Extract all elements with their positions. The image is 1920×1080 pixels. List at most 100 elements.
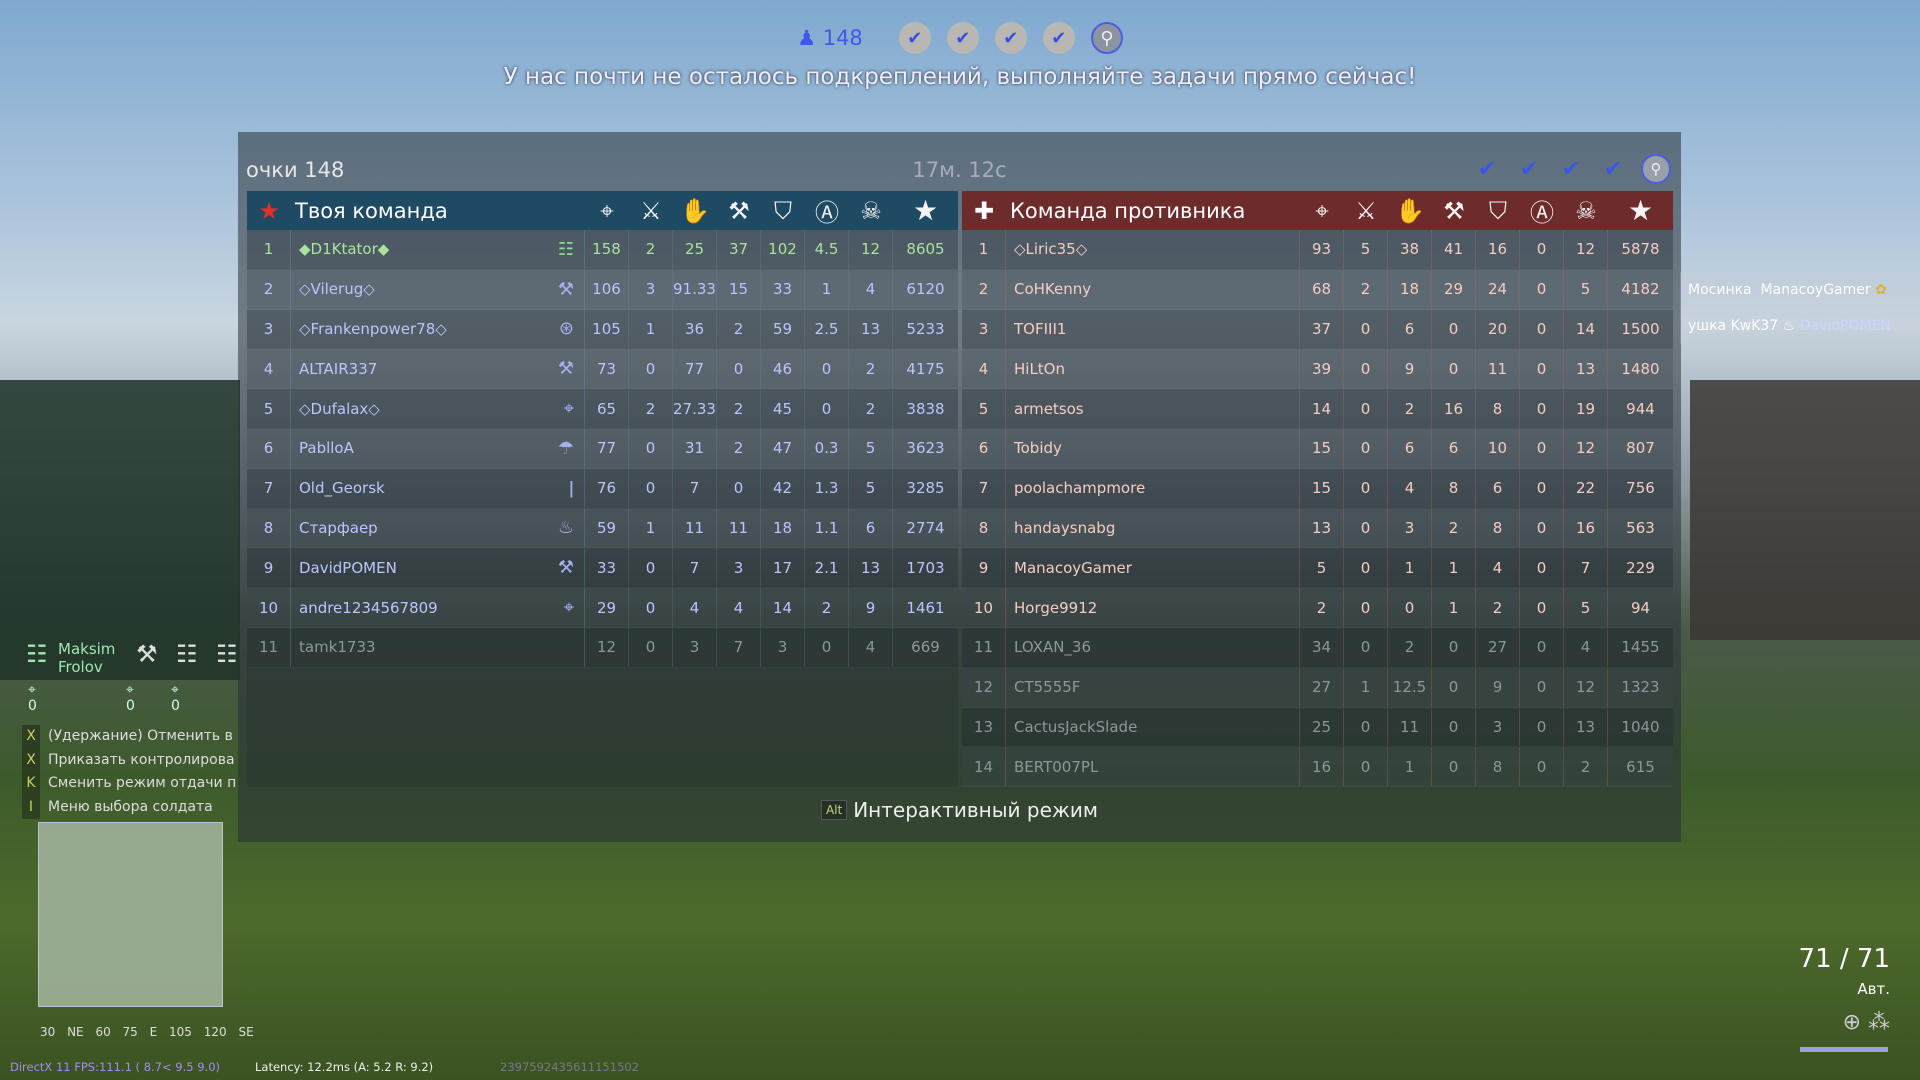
stat-vehicle-kills: 0 [629,588,673,627]
player-row[interactable]: 7 Old_Georsk ǀ 76 0 7 0 42 1.3 5 3285 [247,468,958,509]
player-row[interactable]: 1 ◇Liric35◇ 93 5 38 41 16 0 12 5878 [962,230,1673,270]
stat-defense: 102 [761,230,805,269]
player-row[interactable]: 13 CactusJackSlade 25 0 11 0 3 0 13 1040 [962,707,1673,748]
player-row[interactable]: 14 BERT007PL 16 0 1 0 8 0 2 615 [962,747,1673,788]
player-row[interactable]: 5 ◇Dufalax◇ ⌖ 65 2 27.33 2 45 0 2 3838 [247,389,958,429]
medkit-grenade-icons: ⊕ ⁂ [1842,1010,1890,1035]
player-name-cell: Старфаер ♨ [291,508,585,548]
player-row[interactable]: 4 HiLtOn 39 0 9 0 11 0 13 1480 [962,349,1673,390]
stat-deaths: 12 [1564,428,1608,468]
player-rank: 14 [962,747,1006,787]
stat-engineer: 2 [717,428,761,468]
player-row[interactable]: 10 Horge9912 2 0 0 1 2 0 5 94 [962,588,1673,628]
stat-vehicle-kills: 0 [1344,468,1388,508]
kill-feed: Мосинка ManacoyGamer ✿ ушка KwK37 ♨ Davi… [1680,272,1920,344]
stat-assists: 18 [1388,269,1432,309]
minimap[interactable] [38,822,223,1007]
player-row[interactable]: 10 andre1234567809 ⌖ 29 0 4 4 14 2 9 1461 [247,588,958,628]
stat-attack: 1.3 [805,468,849,508]
player-name-cell: ◆D1Ktator◆ ☷ [291,230,585,269]
stat-vehicle-kills: 0 [629,349,673,389]
stat-engineer: 0 [1432,627,1476,667]
player-row[interactable]: 9 ManacoyGamer 5 0 1 1 4 0 7 229 [962,548,1673,589]
stat-assists: 7 [673,548,717,588]
ammo-count: 71 / 71 [1798,944,1890,974]
players-count: ♟ 148 [797,26,863,50]
player-name-cell: BERT007PL [1006,747,1300,787]
attack-icon: Ⓐ [1530,199,1554,227]
stat-deaths: 22 [1564,468,1608,508]
check-icon: ✔ [1603,156,1623,182]
stat-kills: 5 [1300,548,1344,588]
stat-score-star: 6120 [906,280,945,299]
player-rank: 9 [962,548,1006,588]
player-row[interactable]: 7 poolachampmore 15 0 4 8 6 0 22 756 [962,468,1673,509]
stat-engineer: 3 [717,548,761,588]
player-row[interactable]: 1 ◆D1Ktator◆ ☷ 158 2 25 37 102 4.5 12 8605 [247,230,958,270]
player-name-cell: poolachampmore [1006,468,1300,508]
player-name: tamk1733 [299,638,376,657]
player-rank: 2 [962,269,1006,309]
stat-vehicle-kills: 2 [629,389,673,428]
stat-deaths: 12 [1564,230,1608,269]
player-name-cell: TOFIII1 [1006,309,1300,349]
stat-attack: 2 [805,588,849,627]
interactive-mode-hint[interactable]: Alt Интерактивный режим [238,798,1681,822]
player-row[interactable]: 12 CT5555F 27 1 12.5 0 9 0 12 1323 [962,667,1673,708]
ally-team-table: ★ Твоя команда ⌖ ⚔ ✋ ⚒ ⛉ Ⓐ ☠ ★ 1 ◆D1Ktato… [247,191,958,788]
player-rank: 10 [962,588,1006,627]
stat-assists: 77 [673,349,717,389]
player-name-cell: armetsos [1006,389,1300,428]
player-name-cell: DavidPOMEN ⚒ [291,548,585,588]
stat-vehicle-kills: 0 [629,548,673,588]
stat-attack: 0 [1520,707,1564,747]
score-label: очки 148 [246,158,345,182]
player-row[interactable]: 8 Старфаер ♨ 59 1 11 11 18 1.1 6 2774 [247,508,958,549]
stat-score-star: 4182 [1621,280,1660,299]
stat-vehicle-kills: 0 [629,468,673,508]
player-rank: 4 [247,349,291,389]
player-row[interactable]: 5 armetsos 14 0 2 16 8 0 19 944 [962,389,1673,429]
player-row[interactable]: 9 DavidPOMEN ⚒ 33 0 7 3 17 2.1 13 1703 [247,548,958,589]
player-rank: 10 [247,588,291,627]
stat-kills: 27 [1300,667,1344,707]
player-row[interactable]: 3 ◇Frankenpower78◇ ⊛ 105 1 36 2 59 2.5 13 5233 [247,309,958,350]
soldier-icon[interactable]: ☷ [216,640,238,668]
engineer-icon[interactable]: ⚒ [136,640,158,668]
stat-defense: 46 [761,349,805,389]
stat-attack: 4.5 [805,230,849,269]
player-row[interactable]: 6 Tobidy 15 0 6 6 10 0 12 807 [962,428,1673,469]
fire-mode: Авт. [1857,980,1890,998]
stat-score-star: 5878 [1621,240,1660,259]
player-rank: 3 [962,309,1006,349]
player-row[interactable]: 6 PablloA ☂ 77 0 31 2 47 0.3 5 3623 [247,428,958,469]
hint-label: Меню выбора солдата [48,798,213,815]
player-rank: 6 [247,428,291,468]
player-row[interactable]: 11 tamk1733 12 0 3 7 3 0 4 669 [247,627,958,668]
stat-defense: 27 [1476,627,1520,667]
player-name-cell: Old_Georsk ǀ [291,468,585,508]
player-row[interactable]: 2 ◇Vilerug◇ ⚒ 106 3 91.33 15 33 1 4 6120 [247,269,958,310]
player-row[interactable]: 11 LOXAN_36 34 0 2 0 27 0 4 1455 [962,627,1673,668]
stat-deaths: 7 [1564,548,1608,588]
empty-rows [247,667,958,788]
stat-assists: 4 [1388,468,1432,508]
player-row[interactable]: 8 handaysnabg 13 0 3 2 8 0 16 563 [962,508,1673,549]
player-row[interactable]: 2 CoHKenny 68 2 18 29 24 0 5 4182 [962,269,1673,310]
stat-defense: 8 [1476,747,1520,787]
player-name: CactusJackSlade [1014,717,1138,736]
player-name: Tobidy [1014,439,1062,458]
player-name: DavidPOMEN [299,558,397,577]
soldier-icon[interactable]: ☷ [176,640,198,668]
stat-defense: 11 [1476,349,1520,389]
stat-score-star: 1040 [1621,717,1660,736]
compass: 30 NE 60 75 E 105 120 SE [40,1025,254,1039]
tanker-icon: ⊛ [558,318,574,340]
player-row[interactable]: 3 TOFIII1 37 0 6 0 20 0 14 1500 [962,309,1673,350]
engineer-icon: ⚒ [728,196,750,225]
stat-assists: 36 [673,309,717,349]
player-row[interactable]: 4 ALTAIR337 ⚒ 73 0 77 0 46 0 2 4175 [247,349,958,390]
stat-defense: 24 [1476,269,1520,309]
stat-score-star: 1323 [1621,678,1660,697]
player-rank: 11 [247,627,291,667]
